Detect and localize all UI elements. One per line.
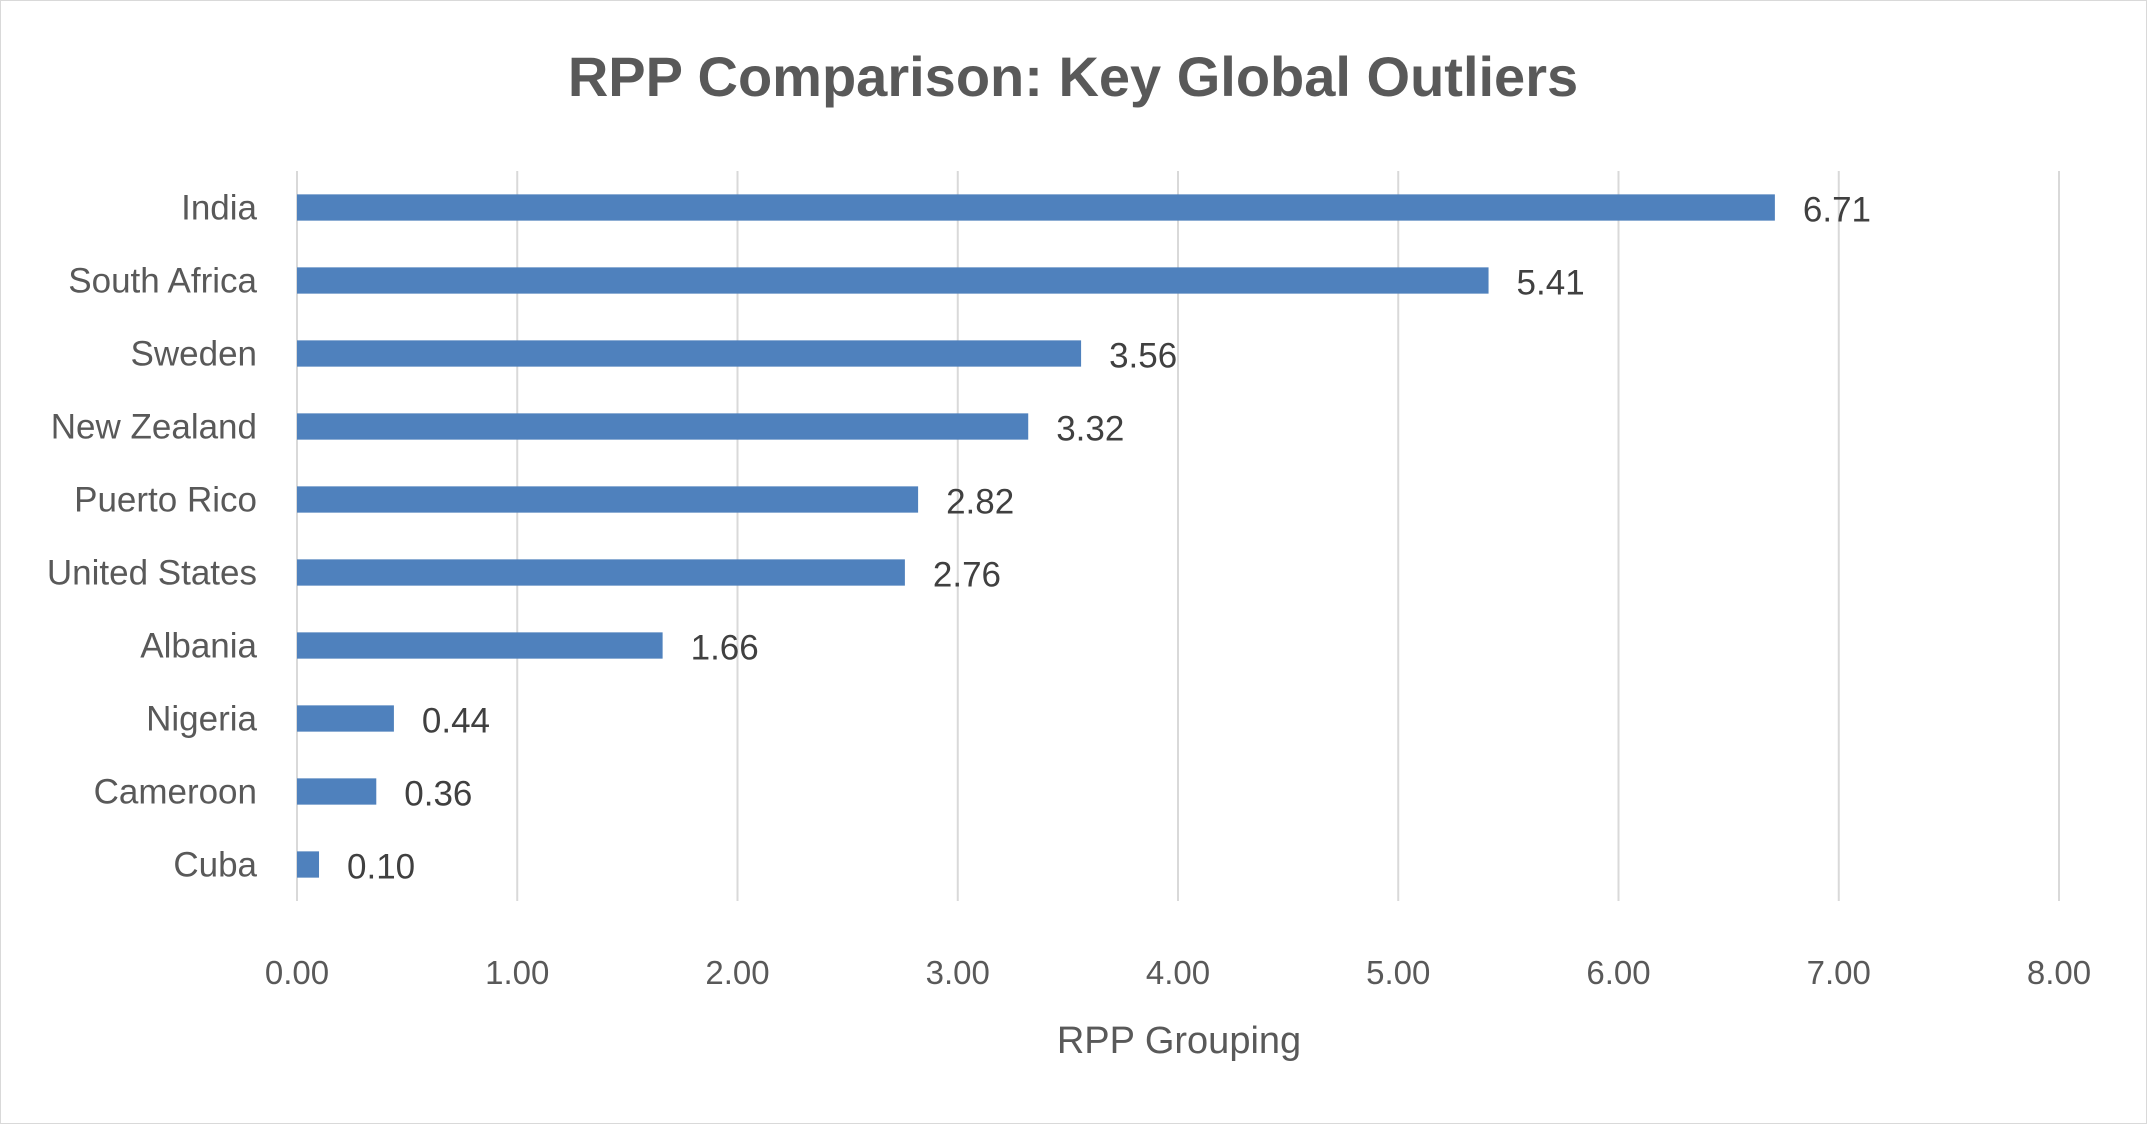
x-tick-label: 2.00 — [705, 954, 769, 991]
category-label: South Africa — [68, 262, 257, 301]
bar — [297, 340, 1082, 367]
x-tick-label: 7.00 — [1807, 954, 1871, 991]
data-label: 6.71 — [1803, 191, 1871, 230]
bar — [297, 632, 663, 659]
category-label: Albania — [140, 627, 257, 666]
data-label: 1.66 — [691, 629, 759, 668]
bar — [297, 559, 905, 586]
data-label: 2.76 — [933, 556, 1001, 595]
bar — [297, 194, 1775, 221]
data-label: 3.56 — [1109, 337, 1177, 376]
data-label: 0.10 — [347, 848, 415, 887]
bar — [297, 851, 320, 878]
x-tick-label: 6.00 — [1586, 954, 1650, 991]
data-label: 0.36 — [404, 775, 472, 814]
category-label: Cuba — [173, 846, 257, 885]
x-tick-label: 0.00 — [265, 954, 329, 991]
data-label: 0.44 — [422, 702, 490, 741]
category-label: India — [181, 189, 257, 228]
x-tick-label: 4.00 — [1146, 954, 1210, 991]
data-label: 3.32 — [1056, 410, 1124, 449]
category-label: New Zealand — [51, 408, 257, 447]
bar — [297, 413, 1029, 440]
bar — [297, 778, 377, 805]
bars — [297, 194, 1775, 878]
data-labels: 6.71 5.41 3.56 3.32 2.82 2.76 1.66 0.44 0.36 0.10 — [347, 191, 1871, 887]
data-label: 5.41 — [1517, 264, 1585, 303]
data-label: 2.82 — [946, 483, 1014, 522]
category-label: Sweden — [131, 335, 257, 374]
category-label: Cameroon — [94, 773, 257, 812]
category-labels: India South Africa Sweden New Zealand Puerto… — [47, 189, 258, 885]
x-tick-label: 1.00 — [485, 954, 549, 991]
bar — [297, 486, 919, 513]
category-label: Puerto Rico — [74, 481, 257, 520]
bar — [297, 267, 1489, 294]
x-tick-label: 3.00 — [926, 954, 990, 991]
chart-title: RPP Comparison: Key Global Outliers — [568, 45, 1578, 108]
bar — [297, 705, 394, 732]
category-label: Nigeria — [146, 700, 257, 739]
x-axis-title: RPP Grouping — [1057, 1020, 1301, 1062]
x-tick-labels: 0.00 1.00 2.00 3.00 4.00 5.00 6.00 7.00 8.00 — [265, 954, 2091, 991]
x-tick-label: 8.00 — [2027, 954, 2091, 991]
x-tick-label: 5.00 — [1366, 954, 1430, 991]
category-label: United States — [47, 554, 257, 593]
